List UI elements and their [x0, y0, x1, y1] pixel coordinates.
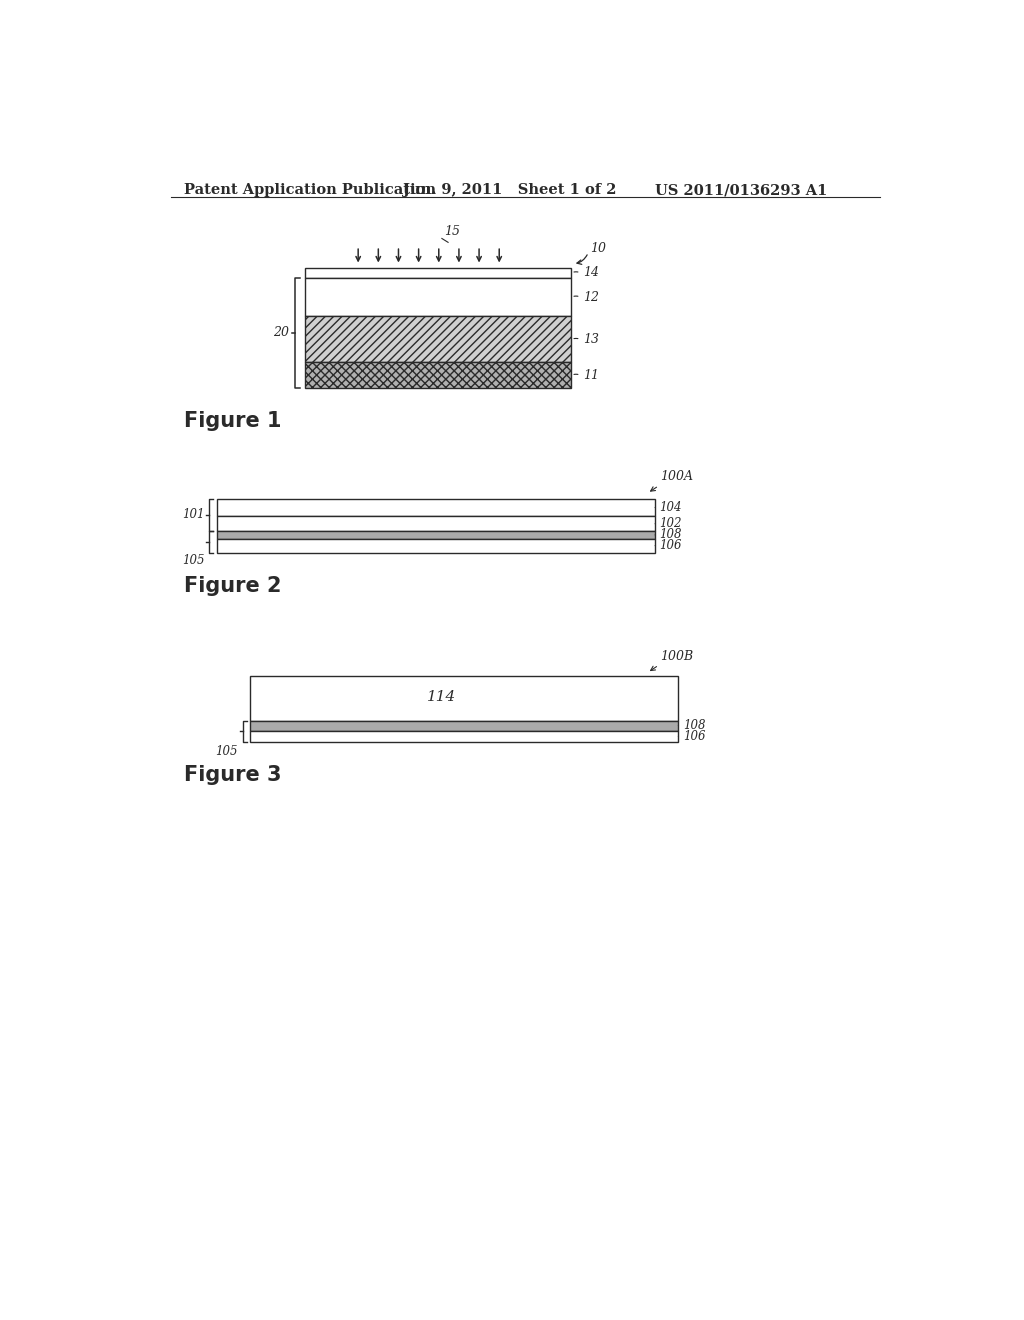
Text: 100B: 100B	[659, 649, 693, 663]
Bar	[305, 363, 571, 388]
Text: 106: 106	[683, 730, 706, 743]
Text: 104: 104	[659, 502, 682, 513]
Text: 15: 15	[444, 226, 460, 239]
Bar	[217, 531, 655, 539]
Text: 20: 20	[273, 326, 289, 339]
Bar	[251, 676, 678, 721]
Bar	[217, 539, 655, 553]
Bar	[305, 268, 571, 277]
Text: 101: 101	[182, 508, 205, 521]
Bar	[251, 721, 678, 730]
Text: 100A: 100A	[659, 470, 692, 483]
Text: 114: 114	[426, 689, 456, 704]
Text: 106: 106	[659, 539, 682, 552]
Text: Figure 1: Figure 1	[183, 411, 282, 430]
Text: 108: 108	[659, 528, 682, 541]
Text: US 2011/0136293 A1: US 2011/0136293 A1	[655, 183, 827, 197]
Text: Patent Application Publication: Patent Application Publication	[183, 183, 436, 197]
Text: Figure 2: Figure 2	[183, 576, 282, 595]
Text: 11: 11	[583, 368, 599, 381]
Text: 14: 14	[583, 267, 599, 280]
Text: 108: 108	[683, 719, 706, 733]
Text: 105: 105	[182, 554, 205, 566]
Bar	[217, 516, 655, 531]
Bar	[251, 730, 678, 742]
Text: 13: 13	[583, 333, 599, 346]
Text: 10: 10	[590, 242, 606, 255]
Text: Jun. 9, 2011   Sheet 1 of 2: Jun. 9, 2011 Sheet 1 of 2	[403, 183, 616, 197]
Text: 102: 102	[659, 517, 682, 531]
Bar	[305, 277, 571, 317]
Text: 105: 105	[215, 744, 238, 758]
Text: Figure 3: Figure 3	[183, 766, 282, 785]
Bar	[305, 317, 571, 363]
Bar	[217, 499, 655, 516]
Text: 12: 12	[583, 290, 599, 304]
